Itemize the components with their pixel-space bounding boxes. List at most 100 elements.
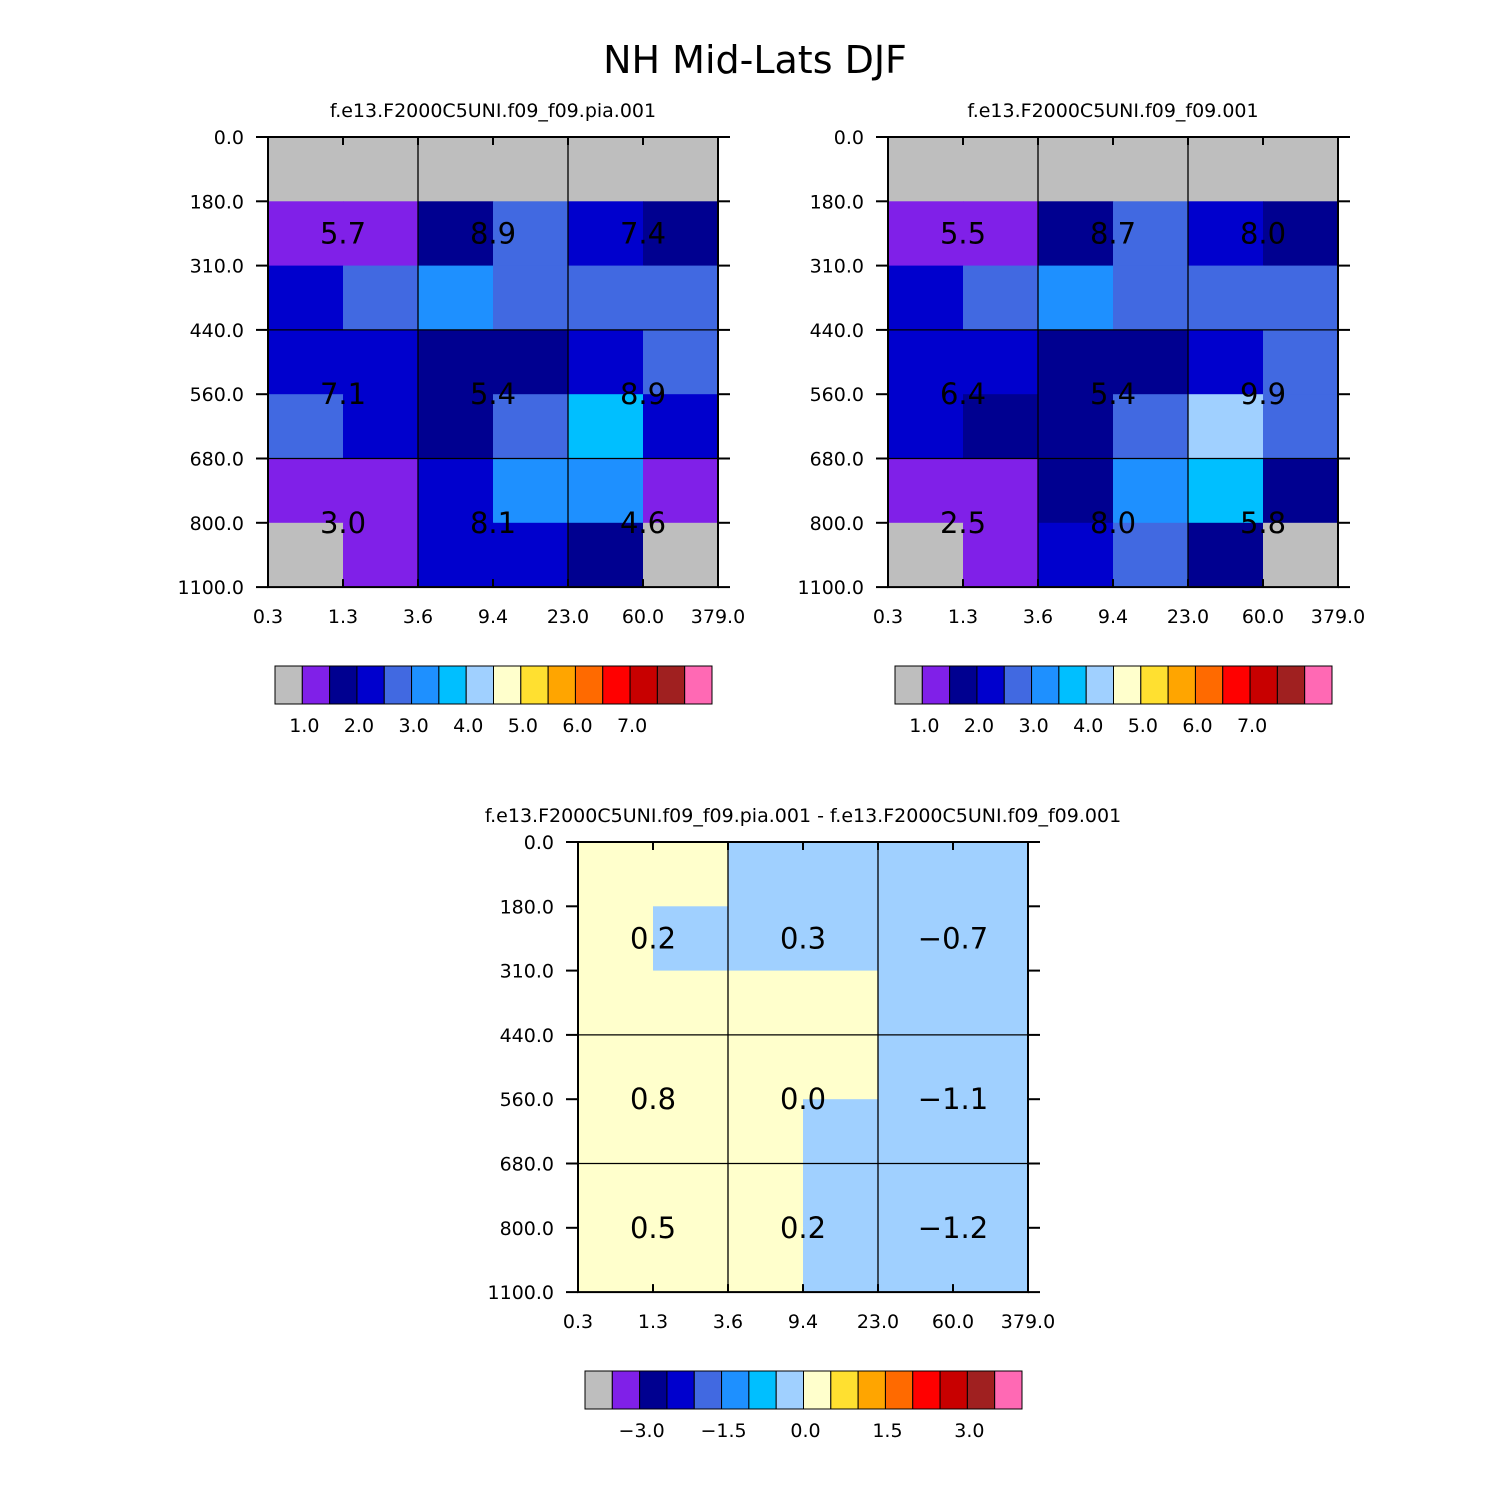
x-tick-label: 0.3 [563, 1311, 593, 1333]
heatmap-cell [1263, 329, 1339, 395]
heatmap-cell [493, 329, 569, 395]
heatmap-cell [643, 265, 719, 331]
heatmap-cell [643, 394, 719, 459]
colorbar-swatch [1167, 665, 1196, 705]
heatmap-cell [1113, 137, 1189, 202]
heatmap-cell [963, 394, 1039, 459]
colorbar-swatch [1222, 665, 1251, 705]
panel-title: f.e13.F2000C5UNI.f09_f09.pia.001 [330, 100, 656, 122]
colorbar-swatch [1031, 665, 1060, 705]
heatmap-cell [953, 1034, 1029, 1100]
colorbar-swatch [602, 665, 631, 705]
y-tick-label: 440.0 [190, 320, 244, 342]
y-tick-label: 1100.0 [488, 1282, 554, 1304]
x-tick-label: 3.6 [713, 1311, 743, 1333]
colorbar-label: 6.0 [1182, 715, 1212, 737]
colorbar-swatch [1003, 665, 1033, 705]
heatmap-cell [418, 265, 494, 331]
colorbar-swatch [1085, 665, 1114, 705]
x-tick-label: 379.0 [691, 606, 745, 628]
cell-value-label: −1.1 [918, 1082, 988, 1116]
colorbar-swatch [912, 1370, 941, 1410]
heatmap-cell [493, 201, 569, 267]
heatmap-cell [1113, 201, 1189, 267]
colorbar-label: 3.0 [954, 1420, 984, 1442]
heatmap-cell [888, 394, 964, 459]
x-tick-label: 0.3 [253, 606, 283, 628]
heatmap-cell [963, 265, 1039, 331]
cell-value-label: 0.8 [630, 1082, 676, 1116]
figure-title: NH Mid-Lats DJF [603, 38, 907, 82]
heatmap-cell [953, 1227, 1029, 1293]
heatmap-cell [343, 137, 419, 202]
x-tick-label: 23.0 [547, 606, 589, 628]
cell-value-label: 5.7 [320, 216, 366, 250]
cell-value-label: 0.2 [780, 1211, 826, 1245]
heatmap-cell [1038, 394, 1114, 459]
y-tick-label: 800.0 [500, 1218, 554, 1240]
panel-title: f.e13.F2000C5UNI.f09_f09.pia.001 - f.e13… [485, 805, 1121, 827]
colorbar-swatch [994, 1370, 1023, 1410]
cell-value-label: 5.5 [940, 216, 986, 250]
heatmap-cell [493, 522, 569, 588]
colorbar-label: 7.0 [1237, 715, 1267, 737]
heatmap-cell [803, 842, 879, 907]
colorbar-swatch [301, 665, 331, 705]
heatmap-cell [953, 1163, 1029, 1229]
cell-value-label: 8.1 [470, 506, 516, 540]
x-tick-label: 9.4 [478, 606, 508, 628]
heatmap-cell [1188, 329, 1264, 395]
cell-value-label: −1.2 [918, 1211, 988, 1245]
colorbar-swatch [329, 665, 358, 705]
cell-value-label: 0.2 [630, 921, 676, 955]
heatmap-cell [643, 201, 719, 267]
colorbar-swatch [1194, 665, 1224, 705]
heatmap-cell [418, 137, 494, 202]
heatmap-cell [963, 329, 1039, 395]
heatmap-cell [578, 1163, 654, 1229]
heatmap-cell [493, 265, 569, 331]
heatmap-cell [963, 137, 1039, 202]
colorbar-label: 0.0 [790, 1420, 820, 1442]
colorbar-swatch [666, 1370, 695, 1410]
colorbar-swatch [547, 665, 576, 705]
cell-value-label: 5.8 [1240, 506, 1286, 540]
heatmap-cell [803, 1163, 879, 1229]
y-tick-label: 1100.0 [798, 577, 864, 599]
heatmap-cell [1038, 137, 1114, 202]
heatmap-cell [1263, 522, 1339, 588]
colorbar-swatch [684, 665, 713, 705]
heatmap-cell [568, 201, 644, 267]
y-tick-label: 680.0 [500, 1154, 554, 1176]
heatmap-cell [803, 1034, 879, 1100]
heatmap-cell [1188, 265, 1264, 331]
colorbar-swatch [465, 665, 494, 705]
x-tick-label: 60.0 [932, 1311, 974, 1333]
y-tick-label: 560.0 [810, 384, 864, 406]
heatmap-cell [803, 1227, 879, 1293]
colorbar-label: 4.0 [453, 715, 483, 737]
colorbar-swatch [274, 665, 303, 705]
heatmap-cell [888, 201, 964, 267]
heatmap-cell [1188, 137, 1264, 202]
heatmap-cell [568, 522, 644, 588]
heatmap-cell [268, 522, 344, 588]
heatmap-cell [653, 970, 729, 1036]
y-tick-label: 560.0 [500, 1089, 554, 1111]
heatmap-cell [953, 906, 1029, 972]
heatmap-cell [268, 394, 344, 459]
colorbar-swatch [1276, 665, 1306, 705]
y-tick-label: 310.0 [810, 256, 864, 278]
heatmap-cell [878, 1227, 954, 1293]
x-tick-label: 60.0 [622, 606, 664, 628]
heatmap-cell [418, 329, 494, 395]
y-tick-label: 440.0 [810, 320, 864, 342]
colorbar-label: −1.5 [700, 1420, 746, 1442]
heatmap-cell [643, 522, 719, 588]
heatmap-cell [418, 458, 494, 524]
cell-value-label: 5.4 [470, 377, 516, 411]
cell-value-label: 8.9 [470, 216, 516, 250]
panel-difference: f.e13.F2000C5UNI.f09_f09.pia.001 - f.e13… [485, 805, 1121, 1442]
heatmap-cell [963, 458, 1039, 524]
heatmap-cell [568, 329, 644, 395]
